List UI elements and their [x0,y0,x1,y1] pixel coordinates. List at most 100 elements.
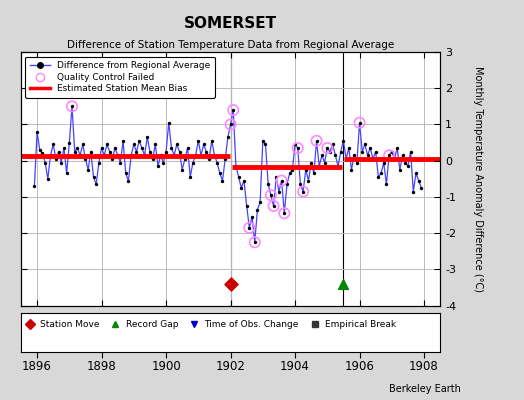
Point [275,188,283,195]
Point [350,152,358,158]
Point [114,152,122,158]
Point [119,138,127,144]
Point [414,178,423,184]
Point [323,145,332,151]
Point [52,156,60,162]
Point [154,163,162,169]
Y-axis label: Monthly Temperature Anomaly Difference (°C): Monthly Temperature Anomaly Difference (… [473,66,483,292]
Text: SOMERSET: SOMERSET [184,16,277,31]
Point [43,176,52,182]
Point [226,121,235,128]
Point [412,170,420,176]
Point [105,148,114,155]
Point [245,224,254,231]
Point [299,188,307,195]
Point [213,159,221,166]
Point [76,152,84,158]
Point [200,141,208,148]
Point [81,156,90,162]
Point [221,156,230,162]
Point [321,159,329,166]
Point [385,152,394,158]
Point [229,107,237,113]
Point [95,159,103,166]
Point [382,181,390,188]
Point [272,174,280,180]
Point [336,148,345,155]
Point [250,239,259,246]
Point [232,163,240,169]
Point [293,145,302,151]
Point [250,239,259,246]
Point [358,148,366,155]
Point [385,152,394,158]
Point [388,148,396,155]
Point [30,183,39,189]
Point [36,147,44,153]
Point [170,152,178,158]
Point [312,138,321,144]
Point [229,107,237,113]
Point [353,159,361,166]
Point [364,152,372,158]
Point [401,159,409,166]
Point [84,166,92,173]
Point [288,166,297,173]
Point [33,128,41,135]
Point [162,148,170,155]
Point [243,203,251,209]
Point [245,224,254,231]
Point [116,159,125,166]
Point [92,181,101,188]
Point [54,148,63,155]
Point [89,174,97,180]
Point [237,185,245,191]
Point [315,163,323,169]
Point [307,159,315,166]
Point [366,145,375,151]
Point [140,152,149,158]
Point [226,281,235,287]
Point [191,152,200,158]
Point [326,148,334,155]
Point [100,152,108,158]
Point [286,170,294,176]
Point [267,192,275,198]
Point [398,152,407,158]
Point [216,170,224,176]
Point [86,148,95,155]
Legend: Difference from Regional Average, Quality Control Failed, Estimated Station Mean: Difference from Regional Average, Qualit… [26,56,215,98]
Point [146,148,154,155]
Point [248,214,256,220]
Point [151,141,159,148]
Point [205,156,213,162]
Point [331,152,340,158]
Point [259,138,267,144]
Point [361,141,369,148]
Point [269,203,278,209]
Point [224,134,232,140]
Point [38,150,47,157]
Point [374,174,383,180]
Point [68,103,76,110]
Point [57,159,66,166]
Point [396,166,404,173]
Point [318,152,326,158]
Point [108,156,116,162]
Point [103,141,111,148]
Point [393,145,401,151]
Point [339,281,347,287]
Point [157,152,165,158]
Point [189,159,197,166]
Point [183,145,192,151]
Point [302,166,310,173]
Point [194,138,202,144]
Point [159,159,168,166]
Point [291,141,299,148]
Point [355,120,364,126]
Point [165,120,173,126]
Point [304,178,313,184]
Point [264,181,272,188]
Point [111,145,119,151]
Point [345,145,353,151]
